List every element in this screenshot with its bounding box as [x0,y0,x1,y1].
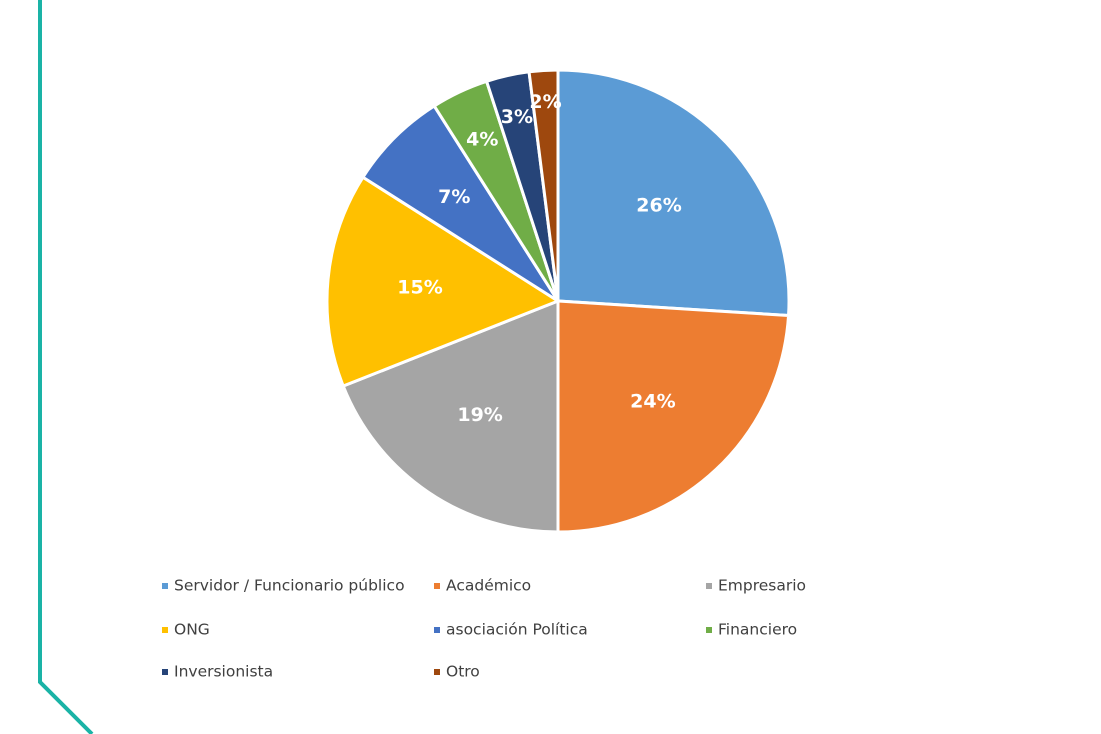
pie-slice [527,68,560,302]
data-label: 4% [466,129,498,151]
data-label: 26% [636,195,681,217]
data-label: 2% [529,91,561,113]
legend-swatch [706,627,712,633]
pie-slice [556,68,791,318]
legend-swatch [162,583,168,589]
legend-label: Financiero [718,621,797,639]
legend-label: Académico [446,577,531,595]
legend-label: asociación Política [446,621,588,639]
data-label: 3% [501,106,533,128]
legend-swatch [434,583,440,589]
legend-swatch [434,627,440,633]
decor-line [38,0,94,734]
pie-slice [360,103,560,303]
data-label: 7% [438,186,470,208]
legend-swatch [162,669,168,675]
data-label: 15% [397,276,442,298]
pie-slice [341,298,560,534]
legend-label: Inversionista [174,663,273,681]
pie-slice [556,299,791,534]
pie-slice [325,175,562,388]
legend-swatch [706,583,712,589]
data-label: 19% [457,404,502,426]
legend-label: Otro [446,663,480,681]
legend-swatch [434,669,440,675]
legend-label: Empresario [718,577,806,595]
legend-label: ONG [174,621,210,639]
data-label: 24% [630,391,675,413]
legend-label: Servidor / Funcionario público [174,577,405,595]
legend-swatch [162,627,168,633]
